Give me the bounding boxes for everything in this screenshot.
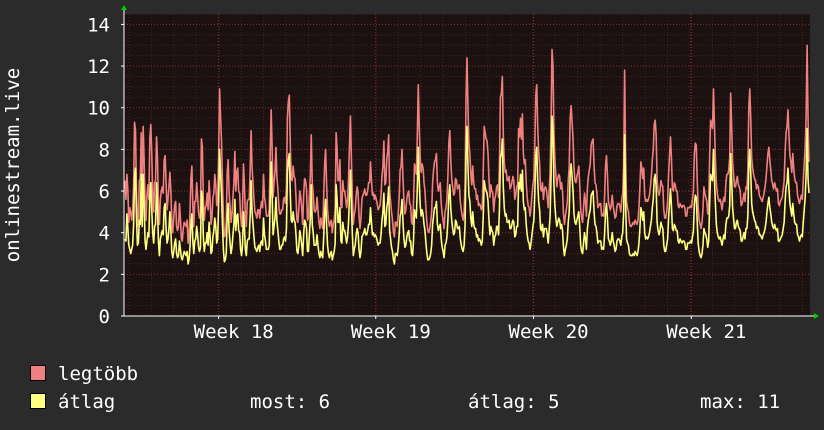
y-tick-label: 6 <box>99 181 110 203</box>
stat-average-label: átlag: <box>468 391 537 413</box>
y-tick-label: 10 <box>87 98 110 120</box>
x-axis-arrow-icon <box>814 313 819 319</box>
legend-label: átlag <box>58 391 116 413</box>
tick-labels: 0 2 4 6 8 10 12 14 Week 18 Week 19 Week 20 Week 21 <box>87 14 746 343</box>
axes <box>121 5 819 319</box>
x-tick-label: Week 21 <box>666 321 746 343</box>
x-tick-label: Week 18 <box>194 321 274 343</box>
stat-max: max: 11 <box>700 391 780 413</box>
series-lines <box>124 44 810 265</box>
stat-average: átlag: 5 <box>468 391 560 413</box>
stat-now-value: 6 <box>318 391 331 413</box>
y-tick-label: 2 <box>99 264 110 286</box>
y-tick-label: 4 <box>99 223 110 245</box>
y-tick-label: 0 <box>99 306 110 328</box>
stat-max-value: 11 <box>757 391 781 413</box>
y-tick-label: 8 <box>99 139 110 161</box>
stat-now-label: most: <box>250 391 308 413</box>
legend-swatch <box>30 365 46 381</box>
x-tick-label: Week 19 <box>351 321 431 343</box>
x-tick-label: Week 20 <box>509 321 589 343</box>
y-tick-label: 12 <box>87 56 110 78</box>
series-line-max <box>124 44 810 244</box>
y-axis-arrow-icon <box>121 5 127 10</box>
stat-average-value: 5 <box>548 391 560 413</box>
y-axis-label: onlinestream.live <box>2 68 24 262</box>
series-line-average <box>124 115 810 265</box>
stat-now: most: 6 <box>250 391 330 413</box>
legend-swatch <box>30 393 46 409</box>
stat-max-label: max: <box>700 391 746 413</box>
y-tick-label: 14 <box>87 14 110 36</box>
legend-label: legtöbb <box>58 363 139 385</box>
